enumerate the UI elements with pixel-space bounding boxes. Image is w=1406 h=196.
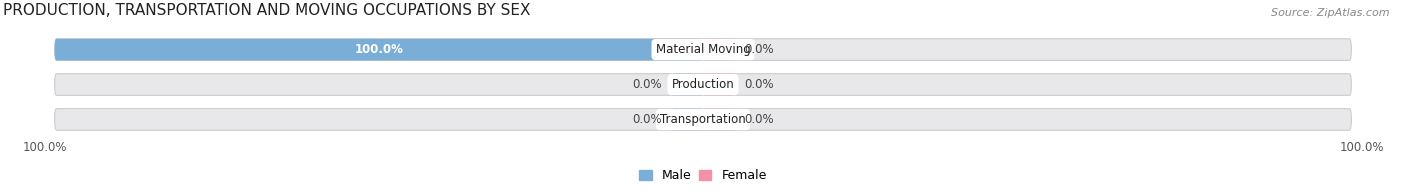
Text: 100.0%: 100.0% (1340, 141, 1384, 154)
FancyBboxPatch shape (672, 109, 703, 130)
Text: 0.0%: 0.0% (744, 78, 773, 91)
Text: 100.0%: 100.0% (22, 141, 66, 154)
FancyBboxPatch shape (55, 74, 1351, 95)
FancyBboxPatch shape (703, 39, 734, 60)
Text: Transportation: Transportation (661, 113, 745, 126)
FancyBboxPatch shape (55, 109, 1351, 130)
Text: Source: ZipAtlas.com: Source: ZipAtlas.com (1271, 8, 1389, 18)
Legend: Male, Female: Male, Female (640, 169, 766, 182)
Text: 0.0%: 0.0% (744, 43, 773, 56)
FancyBboxPatch shape (672, 74, 703, 95)
FancyBboxPatch shape (703, 109, 734, 130)
Text: 0.0%: 0.0% (633, 113, 662, 126)
FancyBboxPatch shape (55, 39, 703, 60)
Text: Material Moving: Material Moving (655, 43, 751, 56)
Text: PRODUCTION, TRANSPORTATION AND MOVING OCCUPATIONS BY SEX: PRODUCTION, TRANSPORTATION AND MOVING OC… (3, 3, 530, 18)
Text: Production: Production (672, 78, 734, 91)
FancyBboxPatch shape (703, 74, 734, 95)
FancyBboxPatch shape (55, 39, 1351, 60)
Text: 0.0%: 0.0% (633, 78, 662, 91)
Text: 0.0%: 0.0% (744, 113, 773, 126)
Text: 100.0%: 100.0% (354, 43, 404, 56)
